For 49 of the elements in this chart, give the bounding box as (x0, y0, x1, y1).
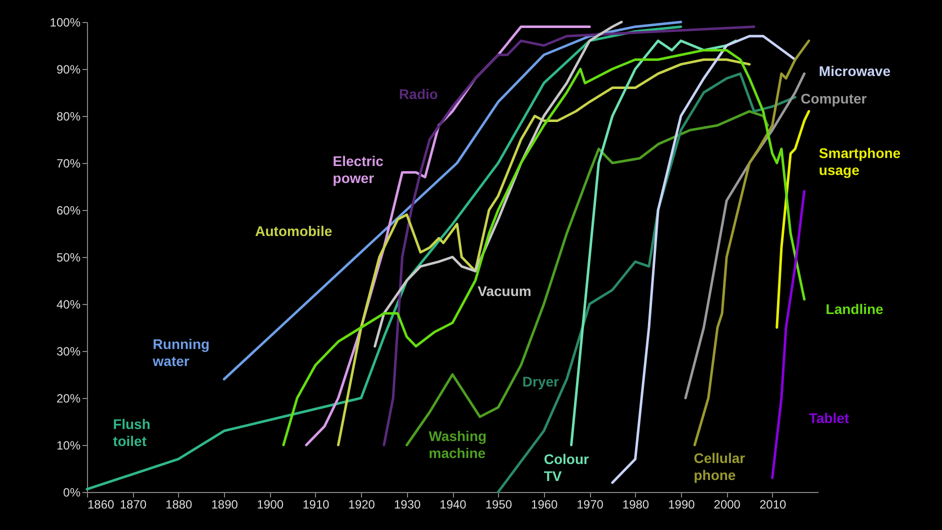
series-label: Washing machine (428, 428, 487, 461)
x-tick-label: 1950 (485, 498, 512, 512)
y-tick-label: 30% (56, 344, 81, 358)
x-tick-label: 1880 (166, 498, 193, 512)
y-tick-label: 60% (56, 204, 81, 218)
series-label: Colour TV (544, 450, 590, 484)
y-tick-label: 100% (50, 16, 81, 30)
x-tick-label: 1940 (440, 498, 467, 512)
x-tick-label: 1970 (576, 498, 604, 512)
text: Automobile (255, 223, 332, 240)
x-tick-label: 1860 (88, 498, 115, 512)
y-tick-label: 20% (56, 392, 81, 406)
x-tick-label: 2010 (759, 498, 786, 512)
series-label: Cellular phone (694, 450, 746, 484)
series-label: Running water (152, 336, 210, 369)
line-series (570, 40, 738, 446)
y-tick-label: 40% (56, 298, 81, 312)
line-series (382, 25, 756, 446)
series-label: Microwave (818, 62, 891, 79)
x-tick-label: 1890 (211, 498, 238, 512)
series-label: Flush toilet (113, 416, 150, 450)
x-tick-label: 1930 (394, 498, 421, 512)
line-series (771, 190, 806, 480)
x-tick-label: 1980 (622, 498, 650, 512)
x-tick-label: 1960 (531, 498, 558, 512)
y-tick-label: 10% (56, 438, 81, 452)
y-tick-label: 0% (63, 486, 81, 500)
series-label: Dryer (522, 373, 560, 390)
x-tick-label: 2000 (714, 498, 741, 512)
y-tick-label: 50% (56, 250, 81, 264)
line-series (406, 110, 769, 446)
text: Tablet (808, 410, 850, 426)
x-tick-label: 1900 (256, 498, 284, 512)
line-series (86, 25, 682, 490)
y-tick-label: 80% (56, 110, 81, 124)
series-label: Smartphone usage (818, 145, 901, 178)
series-label: Electric power (332, 153, 384, 186)
series-label: Computer (800, 90, 868, 106)
x-tick-label: 1990 (668, 498, 696, 512)
line-series (611, 34, 796, 484)
series-label: Radio (399, 86, 438, 102)
line-series (776, 110, 810, 329)
x-tick-label: 1870 (120, 498, 147, 512)
x-tick-label: 1920 (348, 498, 376, 512)
y-tick-label: 70% (56, 156, 81, 170)
series-label: Landline (826, 301, 884, 318)
series-label: Vacuum (478, 283, 532, 300)
x-tick-label: 1910 (302, 498, 330, 512)
y-tick-label: 90% (56, 62, 81, 76)
